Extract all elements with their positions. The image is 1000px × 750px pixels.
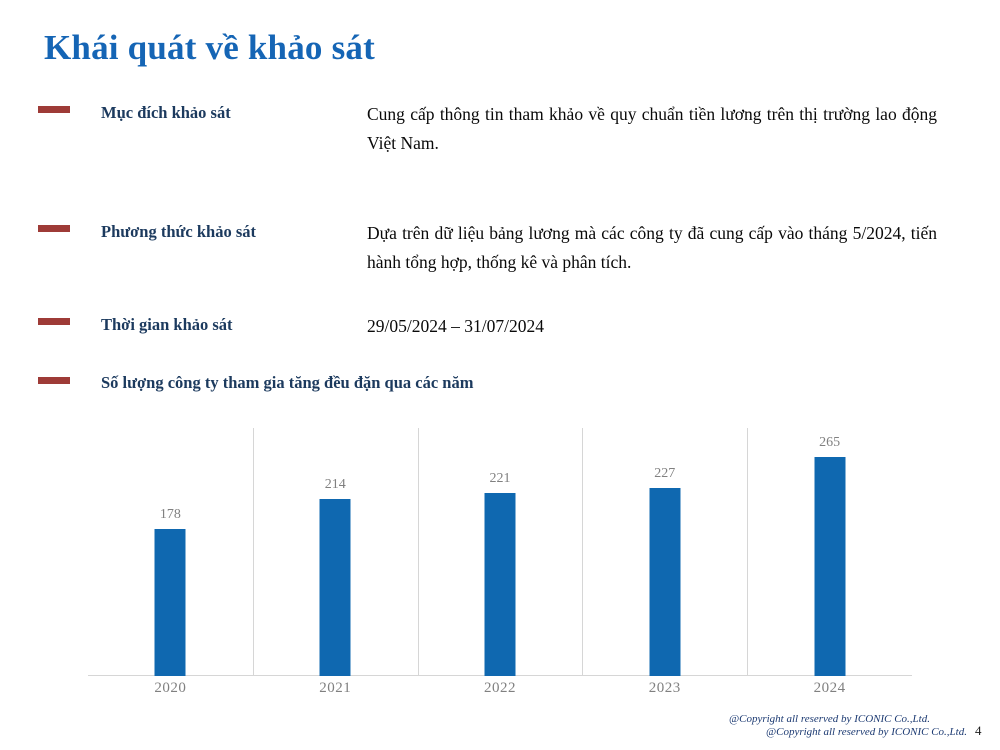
chart-gridline [417,428,419,675]
chart-x-tick-2020: 2020 [154,680,187,696]
chart-bar[interactable] [154,528,186,676]
bullet-marker-icon [38,377,70,384]
chart-category-2024: 265 [747,428,912,676]
chart-gridline [747,428,749,675]
chart-bar-value-label: 265 [819,434,841,450]
chart-bars-container: 178 214 221 227 265 [88,428,912,676]
chart-bar[interactable] [649,488,681,676]
chart-x-axis-labels: 2020 2021 2022 2023 2024 [88,680,912,697]
chart-gridline [582,428,584,675]
section-body-method: Dựa trên dữ liệu bảng lương mà các công … [367,223,937,272]
page-number: 4 [975,723,982,738]
section-label-purpose: Mục đích khảo sát [101,103,231,122]
chart-category-2020: 178 [88,428,253,676]
footer-copyright-secondary: @Copyright all reserved by ICONIC Co.,Lt… [766,726,967,738]
section-label-method: Phương thức khảo sát [101,222,257,241]
chart-category-2021: 214 [253,428,418,676]
chart-bar-value-label: 221 [489,471,511,487]
section-label-period: Thời gian khảo sát [101,315,233,334]
section-body-purpose: Cung cấp thông tin tham khảo về quy chuẩ… [367,104,937,153]
chart-gridline [252,428,254,675]
chart-category-2022: 221 [418,428,583,676]
footer-copyright-primary: @Copyright all reserved by ICONIC Co.,Lt… [729,713,930,725]
chart-bar[interactable] [484,493,516,676]
chart-bar-value-label: 214 [324,477,346,493]
chart-bar-value-label: 178 [159,506,181,522]
section-body-period: 29/05/2024 – 31/07/2024 [367,316,544,336]
chart-bar[interactable] [319,499,351,676]
chart-x-tick-2023: 2023 [648,680,681,696]
bullet-marker-icon [38,318,70,325]
chart-bar[interactable] [814,456,846,676]
bullet-marker-icon [38,225,70,232]
chart-x-tick-2022: 2022 [483,680,516,696]
page-title: Khái quát về khảo sát [44,28,375,67]
chart-bar-value-label: 227 [654,466,676,482]
section-label-growth: Số lượng công ty tham gia tăng đều đặn q… [101,373,474,392]
company-count-bar-chart: 178 214 221 227 265 [88,428,912,676]
bullet-marker-icon [38,106,70,113]
chart-category-2023: 227 [582,428,747,676]
chart-x-tick-2021: 2021 [319,680,352,696]
chart-x-tick-2024: 2024 [813,680,846,696]
